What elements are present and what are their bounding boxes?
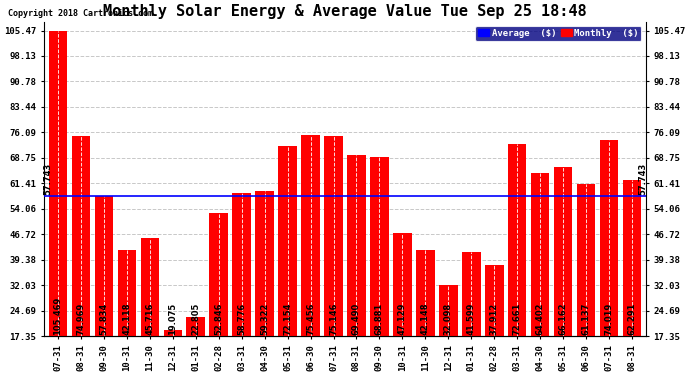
Text: 59.322: 59.322	[260, 303, 269, 335]
Bar	[186, 317, 205, 336]
Bar	[577, 184, 595, 336]
Bar	[164, 330, 182, 336]
Title: Monthly Solar Energy & Average Value Tue Sep 25 18:48: Monthly Solar Energy & Average Value Tue…	[104, 4, 586, 19]
Text: 74.969: 74.969	[77, 303, 86, 335]
Text: Copyright 2018 Cartronics.com: Copyright 2018 Cartronics.com	[8, 9, 153, 18]
Text: 57.834: 57.834	[99, 303, 108, 335]
Bar	[462, 252, 480, 336]
Bar	[302, 135, 319, 336]
Text: 62.291: 62.291	[628, 303, 637, 335]
Text: 42.118: 42.118	[122, 303, 131, 335]
Text: 57.743: 57.743	[43, 163, 52, 195]
Text: 42.148: 42.148	[421, 303, 430, 335]
Bar	[72, 136, 90, 336]
Bar	[49, 30, 67, 336]
Text: 105.469: 105.469	[53, 297, 62, 335]
Text: 41.599: 41.599	[467, 303, 476, 335]
Text: 45.716: 45.716	[145, 303, 155, 335]
Bar	[371, 158, 388, 336]
Bar	[508, 144, 526, 336]
Text: 69.490: 69.490	[352, 303, 361, 335]
Text: 75.456: 75.456	[306, 303, 315, 335]
Bar	[324, 136, 343, 336]
Bar	[117, 251, 136, 336]
Text: 66.162: 66.162	[559, 303, 568, 335]
Bar	[347, 155, 366, 336]
Bar	[233, 192, 250, 336]
Text: 19.075: 19.075	[168, 303, 177, 335]
Text: 72.154: 72.154	[283, 303, 292, 335]
Text: 61.137: 61.137	[582, 303, 591, 335]
Bar	[210, 213, 228, 336]
Bar	[623, 180, 641, 336]
Bar	[141, 238, 159, 336]
Bar	[95, 196, 113, 336]
Bar	[393, 233, 412, 336]
Text: 68.881: 68.881	[375, 303, 384, 335]
Text: 64.402: 64.402	[535, 303, 545, 335]
Bar	[278, 146, 297, 336]
Bar	[255, 190, 274, 336]
Bar	[485, 265, 504, 336]
Bar	[416, 250, 435, 336]
Text: 58.776: 58.776	[237, 303, 246, 335]
Text: 32.098: 32.098	[444, 303, 453, 335]
Text: 57.743: 57.743	[638, 163, 647, 195]
Text: 75.146: 75.146	[329, 303, 338, 335]
Text: 37.912: 37.912	[490, 303, 499, 335]
Bar	[554, 167, 573, 336]
Bar	[600, 140, 618, 336]
Text: 22.805: 22.805	[191, 303, 200, 335]
Bar	[531, 173, 549, 336]
Legend: Average  ($), Monthly  ($): Average ($), Monthly ($)	[475, 26, 642, 40]
Text: 47.129: 47.129	[398, 303, 407, 335]
Text: 74.019: 74.019	[604, 303, 613, 335]
Bar	[440, 285, 457, 336]
Text: 52.846: 52.846	[214, 303, 223, 335]
Text: 72.661: 72.661	[513, 303, 522, 335]
